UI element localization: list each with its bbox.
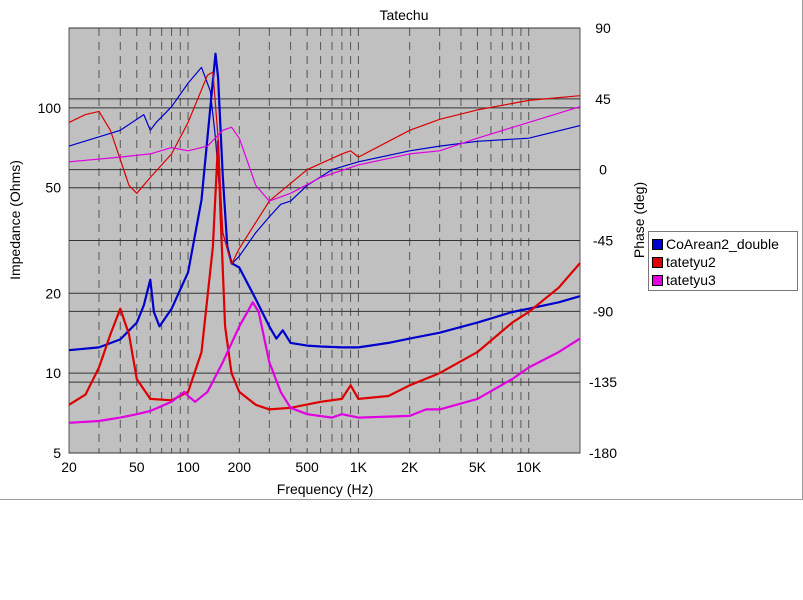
- x-tick-label: 20: [61, 459, 77, 475]
- y-axis-label: Impedance (Ohms): [7, 160, 23, 280]
- y2-tick-label: -135: [589, 374, 617, 390]
- legend-swatch: [652, 238, 663, 250]
- x-tick-label: 500: [295, 459, 319, 475]
- series-impedance-CoArean2_double: [68, 52, 581, 352]
- chart-frame: Tatechu 20 50 100 200 500 1K 2K 5K 10K 5 10 20 50 100…: [0, 0, 803, 500]
- series-lines: [68, 52, 581, 424]
- grid-lines: [69, 27, 580, 454]
- x-tick-label: 1K: [350, 459, 368, 475]
- tick-labels: 20 50 100 200 500 1K 2K 5K 10K 5 10 20 50 100 90 45 0 -45…: [38, 20, 618, 475]
- y2-tick-label: -180: [589, 445, 617, 461]
- x-tick-label: 5K: [469, 459, 487, 475]
- series-impedance-tatetyu3: [68, 301, 581, 424]
- y2-tick-label: -45: [593, 233, 613, 249]
- legend-label: CoArean2_double: [666, 236, 779, 252]
- y-tick-label: 50: [45, 180, 61, 196]
- legend-swatch: [652, 256, 663, 268]
- x-tick-label: 2K: [401, 459, 419, 475]
- chart-title: Tatechu: [379, 7, 428, 23]
- y2-tick-label: -90: [593, 303, 613, 319]
- y2-axis-label: Phase (deg): [631, 182, 647, 258]
- y2-tick-label: 45: [595, 91, 611, 107]
- series-phase-tatetyu2: [68, 71, 581, 265]
- legend-item: CoArean2_double: [652, 235, 797, 253]
- y2-tick-label: 90: [595, 20, 611, 36]
- x-tick-label: 100: [176, 459, 200, 475]
- y-tick-label: 100: [38, 100, 62, 116]
- legend-label: tatetyu3: [666, 272, 716, 288]
- series-phase-tatetyu3: [68, 106, 581, 202]
- legend-item: tatetyu2: [652, 253, 797, 271]
- legend: CoArean2_double tatetyu2 tatetyu3: [648, 231, 798, 291]
- impedance-phase-chart: Tatechu 20 50 100 200 500 1K 2K 5K 10K 5 10 20 50 100…: [7, 7, 647, 497]
- x-tick-label: 10K: [516, 459, 542, 475]
- y2-tick-label: 0: [599, 162, 607, 178]
- y-tick-label: 20: [45, 285, 61, 301]
- x-tick-label: 200: [228, 459, 252, 475]
- x-axis-label: Frequency (Hz): [277, 481, 373, 497]
- legend-swatch: [652, 274, 663, 286]
- series-phase-CoArean2_double: [68, 66, 581, 265]
- legend-item: tatetyu3: [652, 271, 797, 289]
- y-tick-label: 10: [45, 365, 61, 381]
- legend-label: tatetyu2: [666, 254, 716, 270]
- series-impedance-tatetyu2: [68, 139, 581, 411]
- x-tick-label: 50: [129, 459, 145, 475]
- y-tick-label: 5: [53, 445, 61, 461]
